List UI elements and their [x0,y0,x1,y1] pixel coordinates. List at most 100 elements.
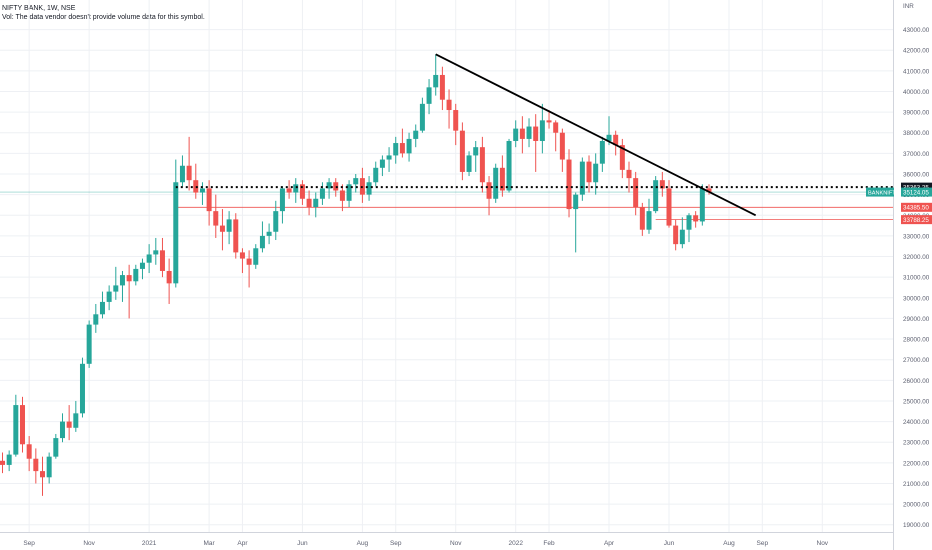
candle-body [213,211,219,226]
candle [113,266,119,300]
candle-body [186,165,192,181]
candle-body [266,231,272,236]
candle-body [86,324,92,364]
x-tick-label: Nov [83,540,95,547]
candle [546,110,552,129]
candle [39,456,45,496]
candle-body [79,363,85,414]
x-tick-label: Sep [390,540,402,547]
price-tag: 33788.25 [901,215,932,225]
candle-body [546,120,552,123]
candle [233,213,239,259]
candle [359,167,365,203]
candle-body [453,110,459,131]
candle [633,171,639,216]
candle [146,244,152,274]
candle [53,433,59,459]
candle-body [613,134,619,146]
candle [673,219,679,251]
candle [119,270,125,302]
candle [486,176,492,216]
y-tick-label: 30000.00 [903,295,930,302]
x-tick-label: Sep [757,540,769,547]
candle-body [6,454,12,465]
candle [266,223,272,245]
volume-note: Vol: The data vendor doesn't provide vol… [2,14,205,21]
candle [26,436,32,472]
candle-body [199,188,205,193]
y-tick-label: 36000.00 [903,171,930,178]
y-tick-label: 42000.00 [903,48,930,55]
candle-body [273,211,279,232]
candle [386,147,392,172]
candle-body [699,188,705,222]
candle-body [39,471,45,478]
candle-body [219,225,225,232]
candle-body [539,120,545,141]
y-tick-label: 27000.00 [903,357,930,364]
candle-body [353,178,359,185]
candle [653,176,659,214]
x-tick-label: Apr [604,540,615,547]
candle [13,394,19,457]
candle-body [0,460,5,465]
candle-body [299,184,305,199]
candle [626,161,632,193]
candle-body [626,169,632,179]
y-tick-label: 28000.00 [903,337,930,344]
candle-body [246,258,252,265]
candle [253,244,259,269]
candle-body [479,147,485,183]
candle [566,149,572,218]
candle-body [306,198,312,208]
candle-body [166,270,172,284]
candle-body [53,438,59,457]
candle [173,159,179,288]
candle [179,155,185,187]
candle [106,285,112,311]
candle-body [653,180,659,212]
x-tick-label: Jun [297,540,308,547]
x-tick-label: Jun [664,540,675,547]
price-tag: 34385.50 [901,202,932,212]
candle-body [293,184,299,193]
x-tick-label: Aug [357,540,369,547]
candle [586,155,592,193]
candle [659,171,665,197]
price-axis[interactable]: 19000.00 20000.00 21000.00 22000.00 23000.00… [893,0,930,550]
grid-lines [0,0,893,532]
candle [353,173,359,193]
x-tick-label: Feb [543,540,555,547]
candle-body [646,211,652,230]
candle-body [459,130,465,172]
candle [459,122,465,181]
candle [133,264,139,286]
candle [46,452,52,484]
candle-body [386,155,392,160]
candle-body [486,182,492,199]
candle-body [439,74,445,100]
candle [259,221,265,253]
candle-body [119,275,125,286]
candle-body [686,215,692,230]
y-tick-label: 20000.00 [903,502,930,509]
candle [99,291,105,319]
y-tick-label: 21000.00 [903,481,930,488]
candle [66,405,72,441]
time-axis[interactable]: Sep Nov 2021 Mar Apr Jun Aug Sep Nov 2022 Feb Apr Ju… [0,532,893,548]
candle-body [533,126,539,141]
y-tick-label: 24000.00 [903,419,930,426]
candle-body [13,405,19,455]
candle [319,182,325,205]
chart-symbol-line: NIFTY BANK, 1W, NSE [2,5,76,12]
candle-body [679,229,685,245]
candle [479,136,485,193]
candle [573,192,579,253]
candle [153,237,159,265]
candle [399,128,405,158]
candle-body [133,268,139,282]
candle-body [333,182,339,191]
candle [126,264,132,319]
candle [613,130,619,156]
